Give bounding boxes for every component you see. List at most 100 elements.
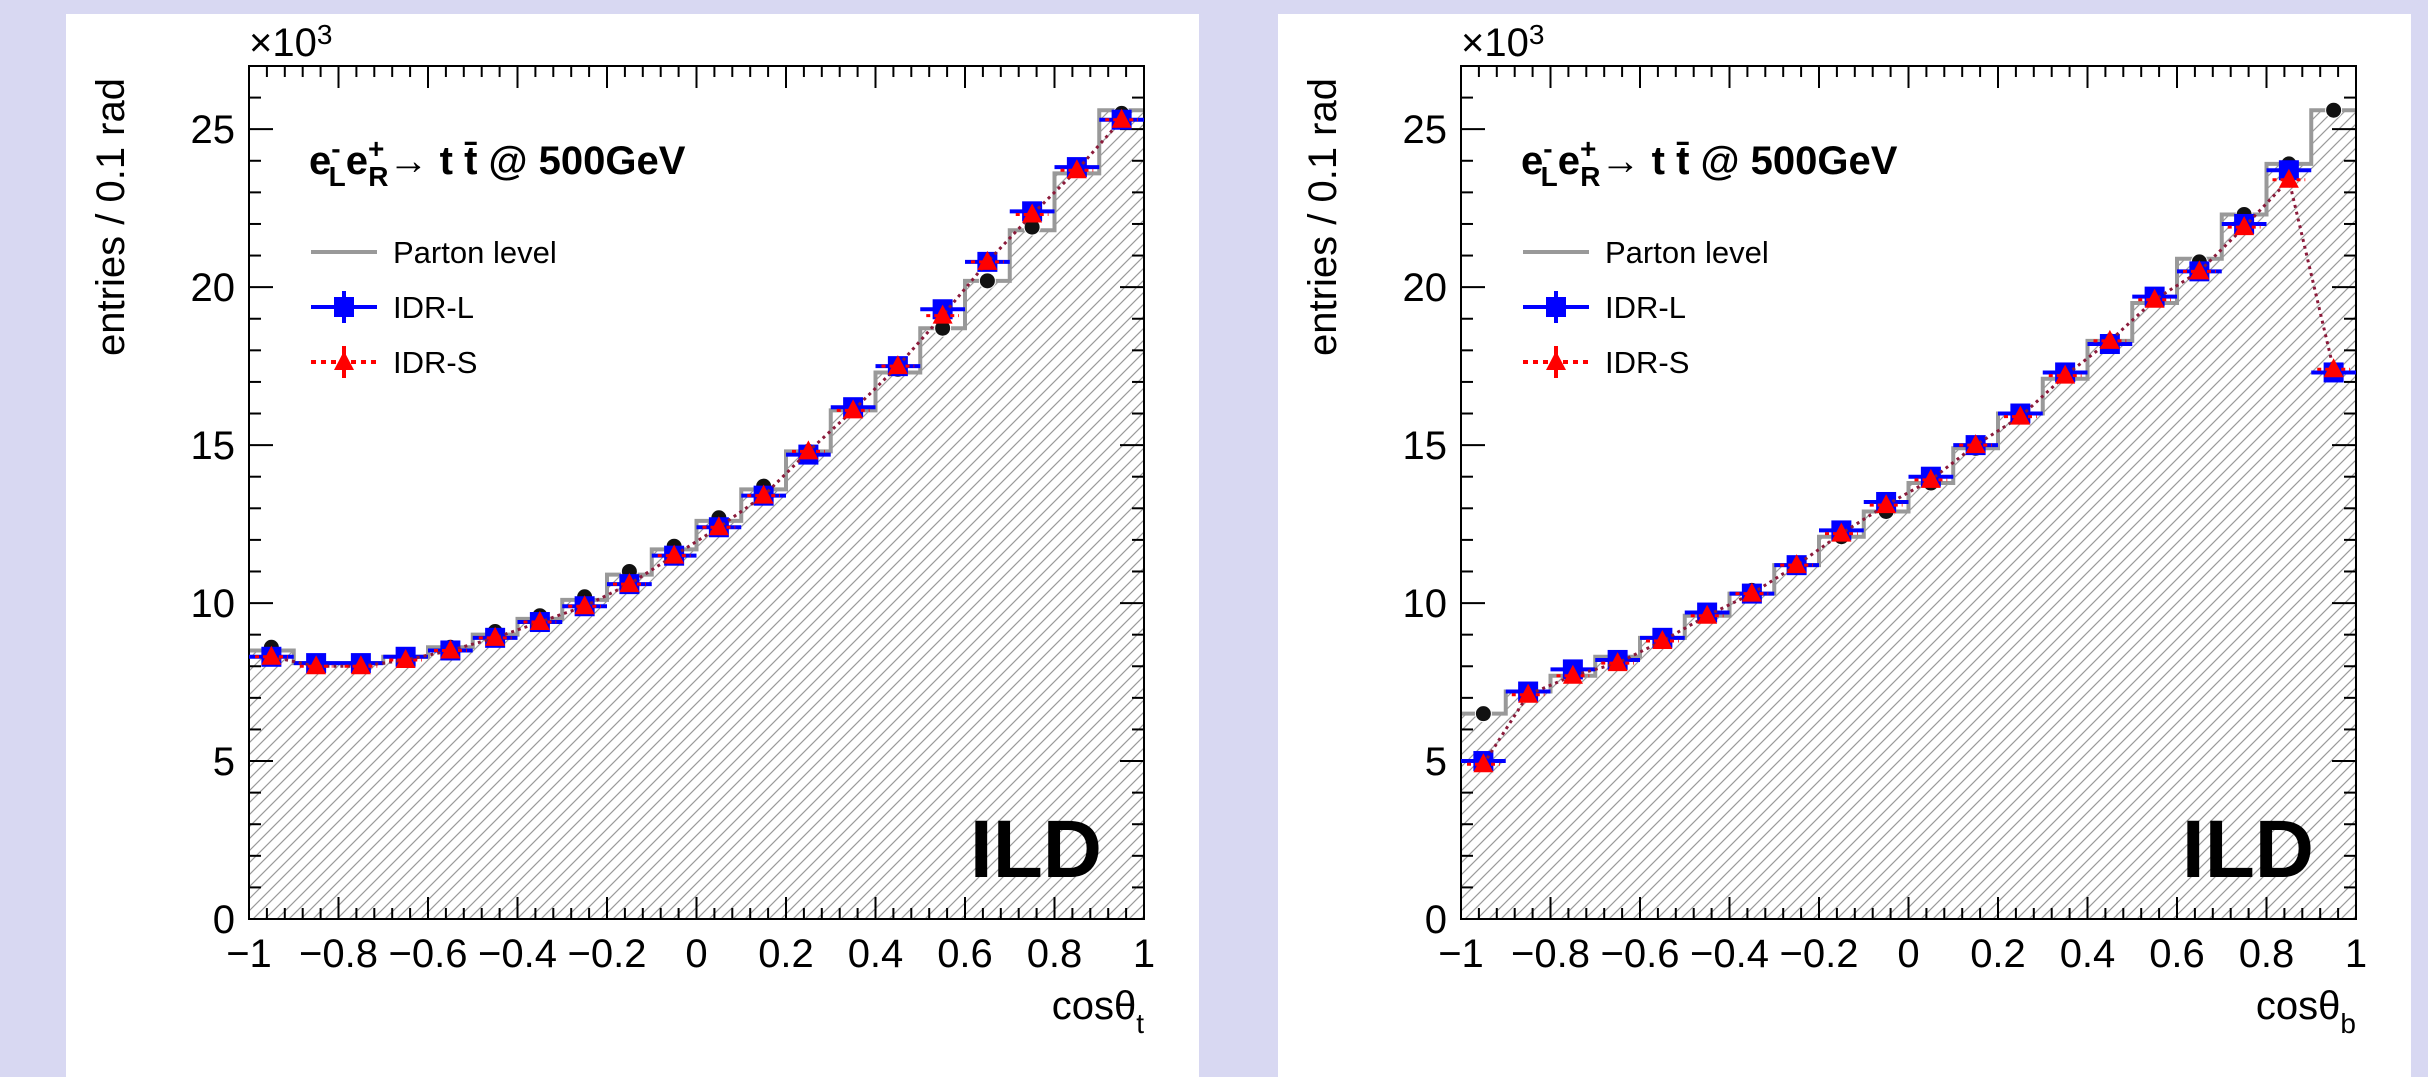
legend-label: Parton level [393, 235, 557, 270]
idr-s-point [2010, 405, 2031, 425]
process-label-part: e [346, 139, 368, 183]
idr-s-point [1066, 159, 1087, 179]
process-label-part: + [1580, 133, 1596, 164]
y-tick-label: 0 [1425, 898, 1447, 942]
process-label-part: e [1558, 139, 1580, 183]
legend-label: IDR-L [393, 290, 474, 325]
process-label-part: t t̄ @ 500GeV [1641, 139, 1898, 183]
y-exponent-label: ×103 [249, 19, 332, 65]
x-tick-label: −1 [1438, 932, 1484, 976]
process-label-part: → [389, 139, 429, 183]
x-tick-label: 0.6 [2149, 932, 2205, 976]
x-tick-label: −0.2 [568, 932, 647, 976]
idr-s-point [261, 645, 282, 665]
x-tick-label: 1 [1133, 932, 1155, 976]
x-tick-label: 0.2 [1970, 932, 2026, 976]
idr-s-point [1652, 629, 1673, 649]
y-tick-label: 15 [191, 424, 236, 468]
ild-watermark: ILD [970, 804, 1102, 895]
y-tick-label: 5 [213, 740, 235, 784]
idr-s-point [1786, 554, 1807, 574]
idr-s-point [1022, 203, 1043, 223]
y-exponent-power: 3 [317, 19, 333, 50]
parton-level-fill [249, 110, 1144, 920]
idr-s-point [619, 573, 640, 593]
y-tick-label: 0 [213, 898, 235, 942]
x-axis-title-subscript: t [1136, 1008, 1144, 1039]
x-tick-label: 0 [685, 932, 707, 976]
idr-s-point [753, 484, 774, 504]
idr-s-point [395, 648, 416, 668]
x-tick-label: 0.8 [1027, 932, 1083, 976]
idr-s-point [1111, 108, 1132, 128]
chart-panel-bottom-quark: −1 −0.8 −0.6 −0.4 −0.2 0 0.2 0.4 0.6 0.8 1 0 5 10 15 20… [1278, 14, 2411, 1077]
x-tick-label: −0.6 [1601, 932, 1680, 976]
idr-s-point [2323, 358, 2344, 378]
x-tick-label: 0 [1897, 932, 1919, 976]
idr-s-point [1876, 494, 1897, 514]
legend-label: IDR-S [1605, 345, 1689, 380]
legend-idr-l-marker [334, 297, 354, 317]
x-tick-label: −0.4 [478, 932, 557, 976]
y-axis-title: entries / 0.1 rad [1301, 78, 1345, 356]
idr-s-point [485, 626, 506, 646]
process-label-part: L [329, 161, 346, 192]
y-exponent-power: 3 [1529, 19, 1545, 50]
x-tick-label: 0.8 [2239, 932, 2295, 976]
idr-s-point [1741, 582, 1762, 602]
process-label-part: - [331, 133, 340, 164]
idr-s-point [1920, 468, 1941, 488]
y-tick-label: 15 [1403, 424, 1448, 468]
x-tick-label: 0.2 [758, 932, 814, 976]
x-tick-label: 0.6 [937, 932, 993, 976]
idr-s-point [887, 355, 908, 375]
chart-svg-bottom-quark: −1 −0.8 −0.6 −0.4 −0.2 0 0.2 0.4 0.6 0.8 105101520… [1301, 19, 2367, 1039]
idr-s-point [1562, 664, 1583, 684]
idr-s-point [440, 639, 461, 659]
x-tick-label: −0.2 [1780, 932, 1859, 976]
idr-s-point [843, 399, 864, 419]
legend-label: IDR-S [393, 345, 477, 380]
idr-s-point [1518, 683, 1539, 703]
y-tick-label: 20 [191, 266, 236, 310]
idr-s-point [2278, 168, 2299, 188]
ild-watermark: ILD [2182, 804, 2314, 895]
x-tick-label: 0.4 [848, 932, 904, 976]
process-label-part: - [1543, 133, 1552, 164]
x-tick-label: −0.4 [1690, 932, 1769, 976]
idr-s-point [708, 516, 729, 536]
legend-label: IDR-L [1605, 290, 1686, 325]
process-label-part: R [368, 161, 388, 192]
y-tick-label: 20 [1403, 266, 1448, 310]
x-tick-label: −1 [226, 932, 272, 976]
idr-s-point [2055, 364, 2076, 384]
process-label-part: + [368, 133, 384, 164]
x-axis-title-subscript: b [2340, 1008, 2356, 1039]
x-tick-label: −0.6 [389, 932, 468, 976]
x-tick-label: −0.8 [299, 932, 378, 976]
legend-idr-s-marker [1546, 351, 1566, 370]
idr-s-point [2234, 216, 2255, 236]
idr-s-point [1607, 652, 1628, 672]
process-label-part: L [1541, 161, 1558, 192]
process-label-part: e [1521, 139, 1543, 183]
idr-s-point [574, 595, 595, 615]
y-exponent-label: ×103 [1461, 19, 1544, 65]
legend-idr-s-marker [334, 351, 354, 370]
x-tick-label: −0.8 [1511, 932, 1590, 976]
idr-s-point [1473, 753, 1494, 773]
idr-s-point [2144, 288, 2165, 308]
y-axis-title: entries / 0.1 rad [89, 78, 133, 356]
y-tick-label: 10 [1403, 582, 1448, 626]
idr-s-point [350, 655, 371, 675]
process-label-part: t t̄ @ 500GeV [429, 139, 686, 183]
reference-point [1474, 705, 1492, 723]
idr-s-point [529, 611, 550, 631]
legend-label: Parton level [1605, 235, 1769, 270]
process-label: e-Le+ R→ t t̄ @ 500GeV [1521, 133, 1898, 192]
idr-s-point [798, 440, 819, 460]
idr-s-point [2189, 260, 2210, 280]
idr-s-point [932, 304, 953, 324]
chart-svg-top-quark: −1 −0.8 −0.6 −0.4 −0.2 0 0.2 0.4 0.6 0.8 105101520… [89, 19, 1155, 1039]
idr-s-point [977, 250, 998, 270]
